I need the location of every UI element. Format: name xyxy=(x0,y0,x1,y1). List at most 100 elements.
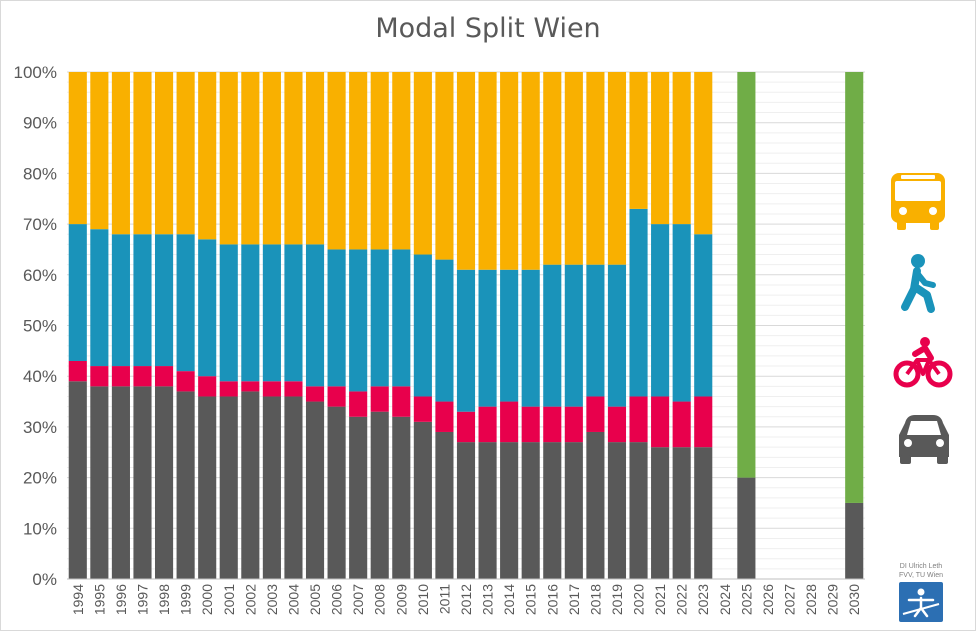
bar-segment-bus-icon-2006 xyxy=(327,72,346,250)
bar-segment-bicycle-icon-1995 xyxy=(90,366,109,387)
bar-segment-bicycle-icon-2012 xyxy=(456,411,476,443)
y-tick-label: 60% xyxy=(23,266,57,285)
bar-segment-car-icon-2009 xyxy=(392,416,411,579)
x-tick-label: 2006 xyxy=(329,584,345,615)
x-tick-label: 2011 xyxy=(436,584,452,614)
x-tick-label: 2004 xyxy=(285,584,301,615)
x-tick-label: 1994 xyxy=(70,584,86,615)
y-tick-label: 80% xyxy=(23,164,57,183)
bar-segment-bus-icon-2000 xyxy=(198,72,217,240)
y-tick-label: 50% xyxy=(23,317,57,336)
x-tick-label: 2020 xyxy=(631,584,647,615)
bar-segment-pedestrian-icon-2001 xyxy=(219,244,238,382)
bar-segment-bus-icon-1994 xyxy=(68,72,87,225)
bar-segment-pedestrian-icon-2000 xyxy=(198,239,217,377)
bar-segment-car-icon-2025 xyxy=(737,477,756,579)
bar-segment-car-icon-2030 xyxy=(845,502,864,579)
bar-segment-bus-icon-2002 xyxy=(241,72,260,245)
x-tick-label: 2012 xyxy=(458,584,474,615)
x-tick-label: 2026 xyxy=(760,584,776,615)
bar-segment-bus-icon-1997 xyxy=(133,72,152,235)
bar-segment-pedestrian-icon-1995 xyxy=(90,229,109,367)
bar-segment-bus-icon-2014 xyxy=(500,72,519,270)
bar-segment-bus-icon-2021 xyxy=(651,72,670,225)
bar-segment-bus-icon-2004 xyxy=(284,72,303,245)
bar-segment-car-icon-2001 xyxy=(219,396,238,579)
bar-segment-car-icon-1999 xyxy=(176,391,195,579)
bar-segment-bicycle-icon-2006 xyxy=(327,386,346,407)
bar-segment-bus-icon-2019 xyxy=(607,72,627,265)
bar-segment-bicycle-icon-2008 xyxy=(370,386,389,412)
y-tick-label: 0% xyxy=(32,570,57,589)
x-tick-label: 2009 xyxy=(393,584,409,615)
bar-segment-pedestrian-icon-2004 xyxy=(284,244,303,382)
x-axis: 1994 1995 1996 1997 1998 1999 2000 2001 2002 2003… xyxy=(67,578,865,615)
bar-segment-bicycle-icon-2001 xyxy=(219,381,238,397)
x-tick-label: 1999 xyxy=(178,584,194,615)
x-tick-label: 2021 xyxy=(652,584,668,615)
bar-segment-car-icon-2011 xyxy=(435,431,454,579)
bar-segment-bicycle-icon-2004 xyxy=(284,381,303,397)
pedestrian-icon xyxy=(901,254,936,313)
bar-segment-pedestrian-icon-2018 xyxy=(586,264,605,397)
bar-segment-bicycle-icon-2016 xyxy=(543,406,562,443)
x-tick-label: 2014 xyxy=(501,584,517,615)
bar-segment-target-2030 xyxy=(845,72,864,503)
bars xyxy=(68,72,864,579)
bar-segment-bus-icon-2005 xyxy=(305,72,325,245)
x-tick-label: 2015 xyxy=(523,584,539,615)
bar-segment-bicycle-icon-2009 xyxy=(392,386,411,417)
bar-segment-bicycle-icon-1996 xyxy=(111,366,130,387)
bar-segment-car-icon-2019 xyxy=(607,442,627,579)
credit-author: DI Ulrich Leth xyxy=(900,563,943,570)
bar-segment-bus-icon-2011 xyxy=(435,72,454,260)
bar-segment-car-icon-2018 xyxy=(586,431,605,579)
bar-segment-bus-icon-1995 xyxy=(90,72,109,230)
bar-segment-car-icon-2000 xyxy=(198,396,217,579)
bar-segment-pedestrian-icon-2020 xyxy=(629,208,648,397)
bar-segment-bicycle-icon-2018 xyxy=(586,396,605,432)
bar-segment-bus-icon-2003 xyxy=(262,72,281,245)
bar-segment-bus-icon-2023 xyxy=(694,72,713,235)
bar-segment-pedestrian-icon-2019 xyxy=(607,264,627,407)
x-tick-label: 1997 xyxy=(134,584,150,615)
bar-segment-bicycle-icon-2013 xyxy=(478,406,497,443)
bus-icon xyxy=(891,173,945,230)
bar-segment-pedestrian-icon-2022 xyxy=(672,224,691,402)
bar-segment-pedestrian-icon-1998 xyxy=(154,234,174,367)
x-tick-label: 2022 xyxy=(674,584,690,615)
bar-segment-bus-icon-2018 xyxy=(586,72,605,265)
x-tick-label: 2002 xyxy=(242,584,258,615)
bar-segment-bus-icon-2009 xyxy=(392,72,411,250)
bar-segment-pedestrian-icon-2014 xyxy=(500,269,519,402)
x-tick-label: 2029 xyxy=(825,584,841,615)
bicycle-icon xyxy=(893,337,953,388)
bar-segment-pedestrian-icon-1994 xyxy=(68,224,87,361)
bar-segment-car-icon-1998 xyxy=(154,386,174,579)
bar-segment-bicycle-icon-2007 xyxy=(349,391,368,417)
bar-segment-car-icon-2014 xyxy=(500,442,519,579)
chart-title: Modal Split Wien xyxy=(375,13,601,44)
x-tick-label: 2030 xyxy=(846,584,862,615)
bar-segment-car-icon-2023 xyxy=(694,447,713,579)
y-tick-label: 100% xyxy=(14,63,57,82)
bar-segment-bus-icon-2016 xyxy=(543,72,562,265)
bar-segment-car-icon-2010 xyxy=(413,421,432,579)
bar-segment-bus-icon-2020 xyxy=(629,72,648,209)
credit-affiliation: FVV, TU Wien xyxy=(899,572,943,579)
x-tick-label: 2001 xyxy=(221,584,237,615)
y-axis: 0% 10% 20% 30% 40% 50% 60% 70% 80% 90% 100% xyxy=(14,63,57,589)
bar-segment-pedestrian-icon-2011 xyxy=(435,259,454,402)
y-tick-label: 90% xyxy=(23,114,57,133)
bar-segment-bicycle-icon-2010 xyxy=(413,396,432,422)
bar-segment-pedestrian-icon-2013 xyxy=(478,269,497,407)
x-tick-label: 2025 xyxy=(738,584,754,615)
bar-segment-bicycle-icon-1994 xyxy=(68,360,87,382)
y-tick-label: 10% xyxy=(23,519,57,538)
bar-segment-pedestrian-icon-1999 xyxy=(176,234,195,372)
bar-segment-bus-icon-2013 xyxy=(478,72,497,270)
bar-segment-bus-icon-2015 xyxy=(521,72,540,270)
bar-segment-bicycle-icon-2005 xyxy=(305,386,325,402)
bar-segment-car-icon-2006 xyxy=(327,406,346,579)
